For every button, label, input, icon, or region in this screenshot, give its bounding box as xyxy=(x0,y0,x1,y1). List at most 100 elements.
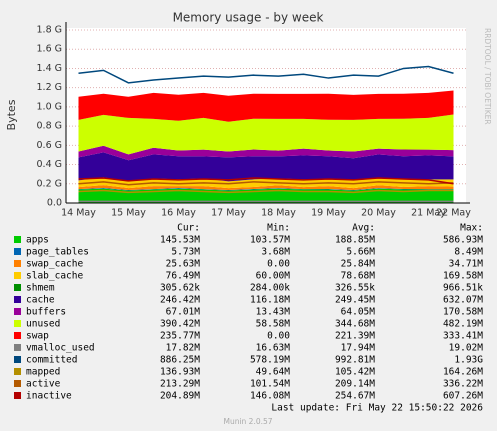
legend-swatch xyxy=(14,344,21,351)
y-tick-label: 0.0 xyxy=(47,198,62,209)
legend-stat: 3.68M xyxy=(261,247,290,258)
legend-label: slab_cache xyxy=(26,271,83,282)
legend-stat: 246.42M xyxy=(160,295,200,306)
legend-label: shmem xyxy=(26,283,55,294)
area xyxy=(78,90,454,122)
legend-stat: 101.54M xyxy=(250,379,290,390)
legend-stat: 103.57M xyxy=(250,235,290,246)
legend-stat: 5.73M xyxy=(171,247,200,258)
legend-stat: 1.93G xyxy=(454,355,483,366)
stat-header: Max: xyxy=(460,223,483,234)
legend-swatch xyxy=(14,284,21,291)
legend-swatch xyxy=(14,356,21,363)
legend-stat: 25.84M xyxy=(341,259,376,270)
x-tick-label: 22 May xyxy=(436,208,471,219)
legend-swatch xyxy=(14,320,21,327)
legend-stat: 886.25M xyxy=(160,355,200,366)
legend-stat: 284.00k xyxy=(250,283,290,294)
line xyxy=(78,181,454,186)
legend-stat: 25.63M xyxy=(166,259,201,270)
legend-stat: 249.45M xyxy=(335,295,375,306)
legend-stat: 13.43M xyxy=(256,307,291,318)
legend-swatch xyxy=(14,380,21,387)
legend-stat: 164.26M xyxy=(443,367,483,378)
legend-stat: 326.55k xyxy=(335,283,375,294)
legend-swatch xyxy=(14,392,21,399)
x-tick-label: 21 May xyxy=(411,208,446,219)
area xyxy=(78,114,454,155)
x-tick-label: 18 May xyxy=(261,208,296,219)
legend-stat: 76.49M xyxy=(166,271,201,282)
legend-label: page_tables xyxy=(26,247,89,258)
y-axis-label: Bytes xyxy=(5,99,18,130)
legend-stat: 0.00 xyxy=(267,331,290,342)
legend-swatch xyxy=(14,272,21,279)
legend-stat: 5.66M xyxy=(346,247,375,258)
legend-stat: 305.62k xyxy=(160,283,200,294)
legend-stat: 67.01M xyxy=(166,307,201,318)
area xyxy=(78,188,454,191)
line xyxy=(78,65,454,84)
y-tick-label: 1.6 G xyxy=(37,44,63,55)
legend-stat: 60.00M xyxy=(256,271,291,282)
legend-stat: 254.67M xyxy=(335,391,375,402)
stat-header: Cur: xyxy=(177,223,200,234)
legend-stat: 116.18M xyxy=(250,295,290,306)
y-tick-label: 0.6 G xyxy=(37,140,63,151)
legend-stat: 632.07M xyxy=(443,295,483,306)
x-tick-label: 17 May xyxy=(211,208,246,219)
legend-stat: 992.81M xyxy=(335,355,375,366)
legend-label: active xyxy=(26,379,61,390)
legend-stat: 49.64M xyxy=(256,367,291,378)
legend-stat: 16.63M xyxy=(256,343,291,354)
legend-stat: 78.68M xyxy=(341,271,376,282)
legend-stat: 58.58M xyxy=(256,319,291,330)
x-tick-label: 16 May xyxy=(161,208,196,219)
area xyxy=(78,145,454,161)
legend-label: inactive xyxy=(26,391,72,402)
legend-swatch xyxy=(14,248,21,255)
legend-label: committed xyxy=(26,355,77,366)
legend-stat: 213.29M xyxy=(160,379,200,390)
legend-stat: 966.51k xyxy=(443,283,483,294)
legend-swatch xyxy=(14,236,21,243)
last-update: Last update: Fri May 22 15:50:22 2026 xyxy=(271,403,483,414)
legend-stat: 578.19M xyxy=(250,355,290,366)
y-tick-label: 0.4 G xyxy=(37,159,63,170)
legend-label: buffers xyxy=(26,307,66,318)
y-tick-label: 0.2 G xyxy=(37,178,63,189)
legend-stat: 344.68M xyxy=(335,319,375,330)
stat-header: Min: xyxy=(267,223,290,234)
area xyxy=(78,185,454,191)
legend-stat: 17.82M xyxy=(166,343,201,354)
legend-swatch xyxy=(14,308,21,315)
y-tick-label: 0.8 G xyxy=(37,121,63,132)
legend-stat: 105.42M xyxy=(335,367,375,378)
legend-stat: 170.58M xyxy=(443,307,483,318)
legend-stat: 607.26M xyxy=(443,391,483,402)
legend-stat: 333.41M xyxy=(443,331,483,342)
y-tick-label: 1.8 G xyxy=(37,25,63,36)
legend-label: apps xyxy=(26,235,49,246)
legend-stat: 34.71M xyxy=(449,259,484,270)
legend-label: vmalloc_used xyxy=(26,343,95,354)
legend-label: swap xyxy=(26,331,49,342)
legend-stat: 390.42M xyxy=(160,319,200,330)
legend-stat: 169.58M xyxy=(443,271,483,282)
legend-stat: 19.02M xyxy=(449,343,484,354)
legend-stat: 146.08M xyxy=(250,391,290,402)
legend-stat: 0.00 xyxy=(267,259,290,270)
footer: Munin 2.0.57 xyxy=(223,417,272,426)
stat-header: Avg: xyxy=(352,223,375,234)
x-tick-label: 15 May xyxy=(111,208,146,219)
legend-stat: 221.39M xyxy=(335,331,375,342)
side-text: RRDTOOL / TOBI OETIKER xyxy=(483,28,492,125)
x-tick-label: 14 May xyxy=(61,208,96,219)
area xyxy=(78,152,454,182)
legend-label: cache xyxy=(26,295,55,306)
legend-label: mapped xyxy=(26,367,60,378)
chart-title: Memory usage - by week xyxy=(173,11,324,25)
legend-stat: 482.19M xyxy=(443,319,483,330)
